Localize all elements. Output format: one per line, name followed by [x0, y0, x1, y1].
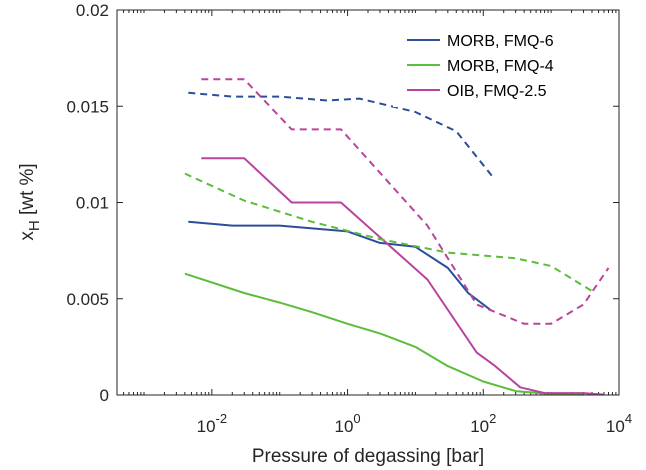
x-tick-label-base: 10 — [470, 417, 489, 436]
y-axis-label-sub: H — [26, 220, 43, 231]
plot-frame — [116, 9, 620, 396]
legend: MORB, FMQ-6 MORB, FMQ-4 OIB, FMQ-2.5 — [393, 27, 610, 107]
x-tick-label: 102 — [470, 411, 496, 436]
y-tick-label: 0.005 — [66, 290, 109, 309]
series-line-1-solid — [184, 272, 584, 396]
x-tick-label-exponent: -2 — [216, 411, 228, 426]
x-tick-label: 104 — [606, 411, 632, 436]
legend-label-morb-fmq6: MORB, FMQ-6 — [447, 33, 554, 50]
y-axis-label-rest: [wt %] — [17, 163, 38, 220]
x-tick-label-base: 10 — [197, 417, 216, 436]
y-tick-label: 0 — [100, 386, 109, 405]
y-tick-labels: 0 0.005 0.01 0.015 0.02 — [66, 1, 109, 405]
x-tick-label-base: 10 — [606, 417, 625, 436]
legend-label-oib-fmq25: OIB, FMQ-2.5 — [447, 83, 547, 100]
x-tick-label: 10-2 — [197, 411, 227, 436]
y-tick-label: 0.015 — [66, 97, 109, 116]
x-tick-label-exponent: 4 — [625, 411, 632, 426]
x-tick-labels: 10-2 100 102 104 — [197, 411, 632, 436]
series-group — [184, 78, 610, 396]
x-axis-label: Pressure of degassing [bar] — [252, 446, 484, 467]
x-tick-label-exponent: 0 — [353, 411, 360, 426]
x-tick-label-base: 10 — [334, 417, 353, 436]
y-tick-label: 0.02 — [76, 1, 109, 20]
legend-label-morb-fmq4: MORB, FMQ-4 — [447, 58, 554, 75]
y-tick-label: 0.01 — [76, 194, 109, 213]
x-tick-label: 100 — [334, 411, 360, 436]
series-line-4-dashed — [184, 172, 593, 292]
series-line-0-solid — [188, 220, 492, 312]
y-axis-label-main: x — [17, 231, 38, 241]
y-axis-label: xH [wt %] — [17, 163, 43, 240]
x-tick-label-exponent: 2 — [489, 411, 496, 426]
series-line-3-dashed — [188, 91, 494, 179]
series-line-2-solid — [201, 157, 604, 396]
series-line-5-dashed — [201, 78, 610, 325]
